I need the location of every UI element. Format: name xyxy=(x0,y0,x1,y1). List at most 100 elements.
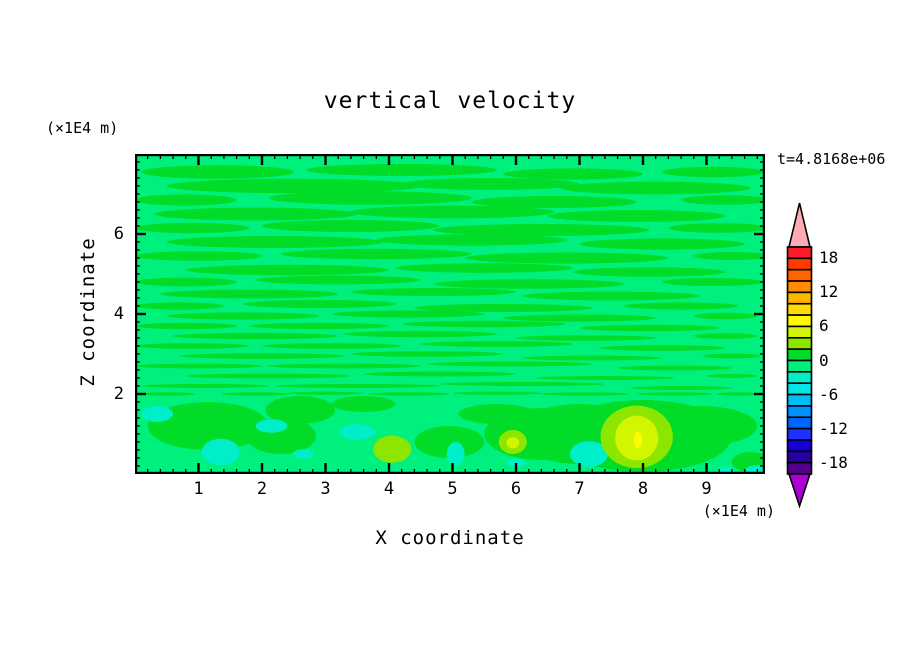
contour-region xyxy=(281,248,472,260)
colorbar-over-arrow xyxy=(787,202,812,248)
colorbar-segment xyxy=(786,405,813,419)
colorbar-segment xyxy=(786,337,813,350)
contour-region xyxy=(173,332,339,340)
colorbar-segment xyxy=(786,280,813,294)
contour-region xyxy=(401,178,580,190)
contour-region xyxy=(439,382,605,386)
contour-region xyxy=(255,275,421,285)
colorbar-segment xyxy=(786,461,813,475)
contour-region xyxy=(560,181,751,195)
colorbar-segment xyxy=(786,268,813,282)
contour-region xyxy=(693,312,758,320)
colorbar-under-arrow xyxy=(787,473,812,509)
contour-region xyxy=(569,441,609,467)
colorbar-segment xyxy=(786,325,813,339)
contour-region xyxy=(135,222,250,234)
contour-region xyxy=(350,288,516,296)
colorbar-tick-label: 6 xyxy=(819,316,829,336)
colorbar-segment xyxy=(786,439,813,453)
contour-region xyxy=(135,251,262,261)
z-axis-unit-label: (×1E4 m) xyxy=(46,119,119,137)
contour-region xyxy=(465,252,669,264)
x-tick-label: 7 xyxy=(574,479,585,499)
colorbar-segment xyxy=(786,257,813,271)
contour-region xyxy=(274,384,440,388)
contour-region xyxy=(350,351,504,357)
plot-area xyxy=(135,154,765,474)
colorbar-segment xyxy=(786,246,813,260)
contour-region xyxy=(243,300,396,308)
contour-region xyxy=(662,166,764,178)
contour-region xyxy=(138,392,196,396)
contour-region xyxy=(414,426,485,458)
contour-region xyxy=(506,458,526,467)
contour-region xyxy=(446,442,465,466)
contour-region xyxy=(693,252,765,260)
contour-region xyxy=(535,376,675,380)
z-tick-label: 6 xyxy=(113,224,124,244)
contour-region xyxy=(401,320,567,328)
contour-region xyxy=(395,263,574,273)
contour-region xyxy=(147,402,269,450)
contour-region xyxy=(265,396,335,424)
contour-region xyxy=(166,236,383,248)
colorbar-tick-label: -18 xyxy=(819,452,848,472)
colorbar-segment xyxy=(786,393,813,407)
contour-region xyxy=(630,386,732,390)
contour-region xyxy=(262,220,440,232)
contour-region xyxy=(220,392,291,396)
x-tick-label: 5 xyxy=(447,479,458,499)
contour-region xyxy=(185,373,351,379)
contour-region xyxy=(135,322,237,330)
x-tick-label: 8 xyxy=(637,479,649,499)
contour-region xyxy=(331,310,485,318)
contour-region xyxy=(185,264,389,276)
contour-region xyxy=(166,312,320,320)
colorbar xyxy=(786,202,813,509)
contour-region xyxy=(331,396,396,412)
colorbar-segment xyxy=(786,427,813,441)
contour-region xyxy=(662,278,764,286)
contour-region xyxy=(350,205,555,219)
colorbar-segment xyxy=(786,450,813,464)
colorbar-segment xyxy=(786,348,813,362)
contour-region xyxy=(681,195,765,205)
contour-region xyxy=(363,371,516,377)
z-tick-label: 2 xyxy=(113,384,124,404)
contour-region xyxy=(547,210,726,222)
x-tick-label: 3 xyxy=(320,479,331,499)
contour-region xyxy=(160,289,339,299)
contour-region xyxy=(179,353,345,359)
contour-region xyxy=(154,207,358,221)
contour-region xyxy=(427,361,593,367)
colorbar-segment xyxy=(786,359,813,373)
contour-region xyxy=(306,164,497,176)
contour-region xyxy=(624,302,739,310)
colorbar-segment xyxy=(786,302,813,316)
contour-region xyxy=(579,324,720,332)
contour-region xyxy=(255,419,288,433)
contour-region xyxy=(636,392,713,396)
contour-region xyxy=(135,363,262,369)
contour-region xyxy=(471,196,637,208)
contour-region xyxy=(135,194,237,206)
contour-region xyxy=(201,438,240,466)
contour-region xyxy=(633,432,643,448)
contour-region xyxy=(703,353,761,359)
contour-region xyxy=(414,304,593,312)
contour-region xyxy=(515,335,656,341)
contour-region xyxy=(668,223,765,233)
contour-region xyxy=(503,168,644,180)
contour-region xyxy=(706,374,758,378)
colorbar-segment xyxy=(786,371,813,385)
contour-region xyxy=(693,333,758,339)
contour-region xyxy=(135,277,237,287)
contour-region xyxy=(745,465,765,474)
contour-region xyxy=(579,238,745,250)
contour-region xyxy=(506,437,520,449)
colorbar-segment xyxy=(786,314,813,328)
contour-region xyxy=(249,322,390,330)
contour-region xyxy=(617,365,732,371)
contour-region xyxy=(522,291,701,301)
contour-region xyxy=(541,392,631,396)
